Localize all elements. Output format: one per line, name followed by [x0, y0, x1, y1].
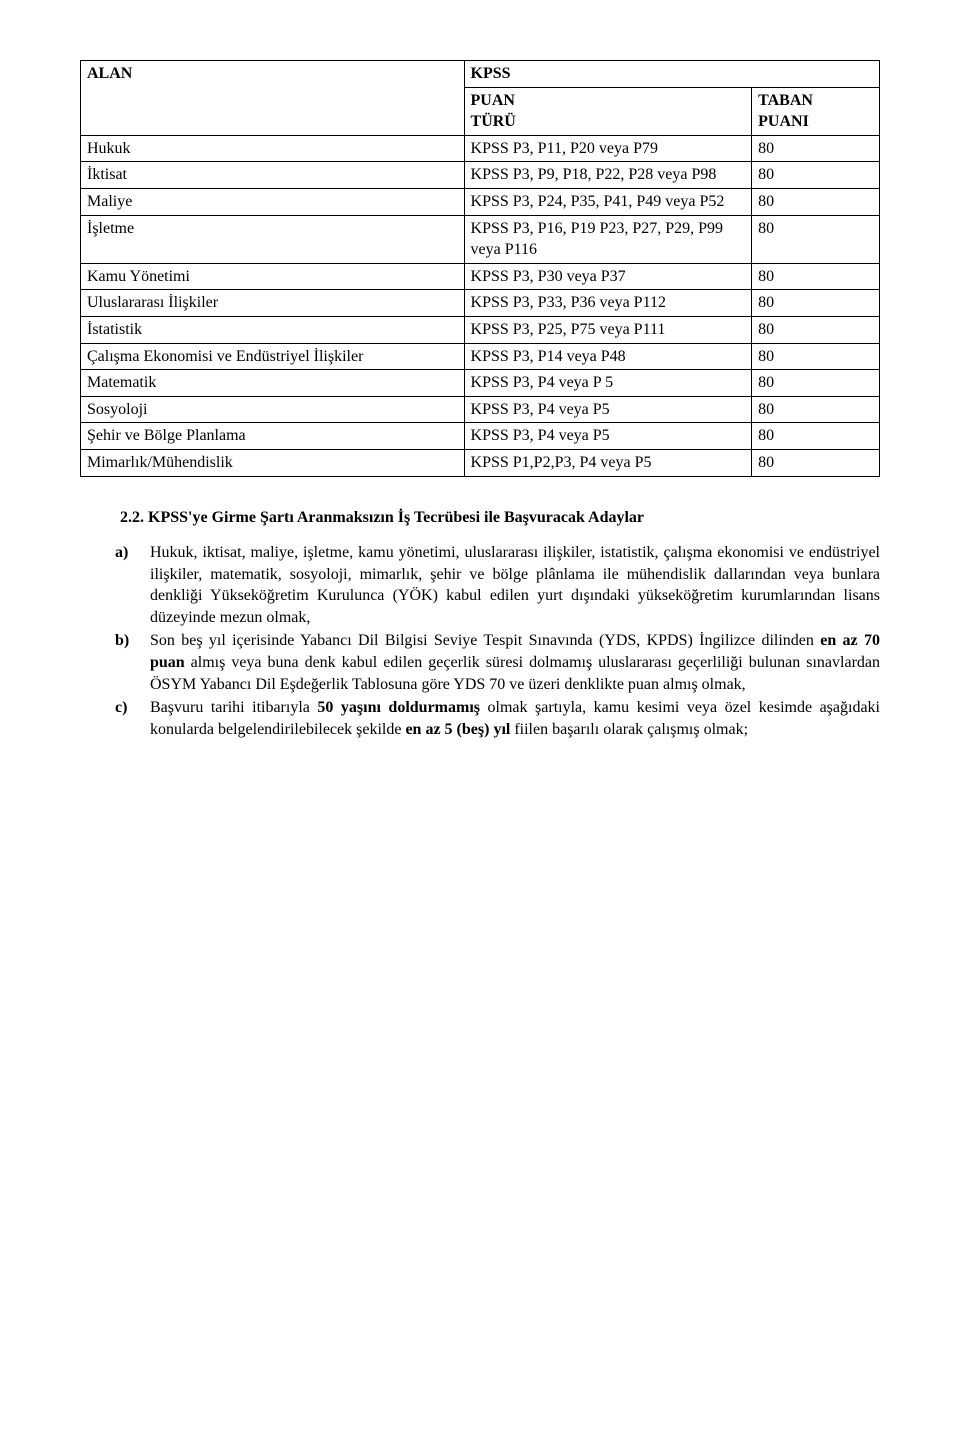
cell-taban: 80	[752, 135, 880, 162]
cell-taban: 80	[752, 215, 880, 263]
table-row: Uluslararası İlişkiler KPSS P3, P33, P36…	[81, 290, 880, 317]
cell-alan: Mimarlık/Mühendislik	[81, 449, 465, 476]
header-taban-puani: TABAN PUANI	[752, 87, 880, 135]
cell-puan: KPSS P3, P30 veya P37	[464, 263, 752, 290]
table-row: Maliye KPSS P3, P24, P35, P41, P49 veya …	[81, 188, 880, 215]
cell-taban: 80	[752, 343, 880, 370]
cell-taban: 80	[752, 188, 880, 215]
requirements-list: a) Hukuk, iktisat, maliye, işletme, kamu…	[80, 542, 880, 740]
cell-taban: 80	[752, 162, 880, 189]
section-title-text: KPSS'ye Girme Şartı Aranmaksızın İş Tecr…	[144, 509, 644, 526]
table-row: İstatistik KPSS P3, P25, P75 veya P111 8…	[81, 316, 880, 343]
list-text-bold2: en az 5 (beş) yıl	[405, 721, 510, 738]
list-text-pre: Başvuru tarihi itibarıyla	[150, 699, 317, 716]
cell-puan: KPSS P1,P2,P3, P4 veya P5	[464, 449, 752, 476]
list-text: Hukuk, iktisat, maliye, işletme, kamu yö…	[150, 544, 880, 626]
cell-taban: 80	[752, 263, 880, 290]
requirements-table: ALAN KPSS PUAN TÜRÜ TABAN PUANI Hukuk KP…	[80, 60, 880, 477]
section-heading: 2.2. KPSS'ye Girme Şartı Aranmaksızın İş…	[80, 507, 880, 529]
cell-alan: İktisat	[81, 162, 465, 189]
cell-puan: KPSS P3, P9, P18, P22, P28 veya P98	[464, 162, 752, 189]
header-alan: ALAN	[81, 61, 465, 136]
list-text-post: fiilen başarılı olarak çalışmış olmak;	[510, 721, 748, 738]
header-puan-turu: PUAN TÜRÜ	[464, 87, 752, 135]
cell-puan: KPSS P3, P14 veya P48	[464, 343, 752, 370]
list-item-a: a) Hukuk, iktisat, maliye, işletme, kamu…	[150, 542, 880, 628]
cell-puan: KPSS P3, P16, P19 P23, P27, P29, P99 vey…	[464, 215, 752, 263]
cell-alan: İstatistik	[81, 316, 465, 343]
list-marker: b)	[115, 630, 129, 652]
cell-taban: 80	[752, 290, 880, 317]
table-row: Sosyoloji KPSS P3, P4 veya P5 80	[81, 396, 880, 423]
header-kpss: KPSS	[464, 61, 879, 88]
cell-alan: Sosyoloji	[81, 396, 465, 423]
list-text-pre: Son beş yıl içerisinde Yabancı Dil Bilgi…	[150, 632, 820, 649]
list-text-bold: 50 yaşını doldurmamış	[317, 699, 480, 716]
cell-puan: KPSS P3, P33, P36 veya P112	[464, 290, 752, 317]
cell-puan: KPSS P3, P4 veya P5	[464, 423, 752, 450]
cell-taban: 80	[752, 449, 880, 476]
cell-taban: 80	[752, 370, 880, 397]
cell-puan: KPSS P3, P11, P20 veya P79	[464, 135, 752, 162]
cell-alan: Hukuk	[81, 135, 465, 162]
cell-alan: Maliye	[81, 188, 465, 215]
list-item-c: c) Başvuru tarihi itibarıyla 50 yaşını d…	[150, 697, 880, 740]
table-row: Hukuk KPSS P3, P11, P20 veya P79 80	[81, 135, 880, 162]
cell-taban: 80	[752, 423, 880, 450]
cell-taban: 80	[752, 316, 880, 343]
table-row: Şehir ve Bölge Planlama KPSS P3, P4 veya…	[81, 423, 880, 450]
list-text-post: almış veya buna denk kabul edilen geçerl…	[150, 654, 880, 693]
cell-puan: KPSS P3, P4 veya P5	[464, 396, 752, 423]
table-row: Mimarlık/Mühendislik KPSS P1,P2,P3, P4 v…	[81, 449, 880, 476]
cell-alan: Uluslararası İlişkiler	[81, 290, 465, 317]
cell-alan: Kamu Yönetimi	[81, 263, 465, 290]
cell-puan: KPSS P3, P25, P75 veya P111	[464, 316, 752, 343]
table-row: Kamu Yönetimi KPSS P3, P30 veya P37 80	[81, 263, 880, 290]
table-header-row-1: ALAN KPSS	[81, 61, 880, 88]
cell-alan: İşletme	[81, 215, 465, 263]
cell-alan: Şehir ve Bölge Planlama	[81, 423, 465, 450]
cell-taban: 80	[752, 396, 880, 423]
table-row: İktisat KPSS P3, P9, P18, P22, P28 veya …	[81, 162, 880, 189]
list-marker: c)	[115, 697, 127, 719]
table-row: Çalışma Ekonomisi ve Endüstriyel İlişkil…	[81, 343, 880, 370]
cell-puan: KPSS P3, P24, P35, P41, P49 veya P52	[464, 188, 752, 215]
list-marker: a)	[115, 542, 128, 564]
table-row: Matematik KPSS P3, P4 veya P 5 80	[81, 370, 880, 397]
cell-alan: Matematik	[81, 370, 465, 397]
cell-alan: Çalışma Ekonomisi ve Endüstriyel İlişkil…	[81, 343, 465, 370]
list-item-b: b) Son beş yıl içerisinde Yabancı Dil Bi…	[150, 630, 880, 695]
section-number: 2.2.	[120, 509, 144, 526]
cell-puan: KPSS P3, P4 veya P 5	[464, 370, 752, 397]
table-row: İşletme KPSS P3, P16, P19 P23, P27, P29,…	[81, 215, 880, 263]
